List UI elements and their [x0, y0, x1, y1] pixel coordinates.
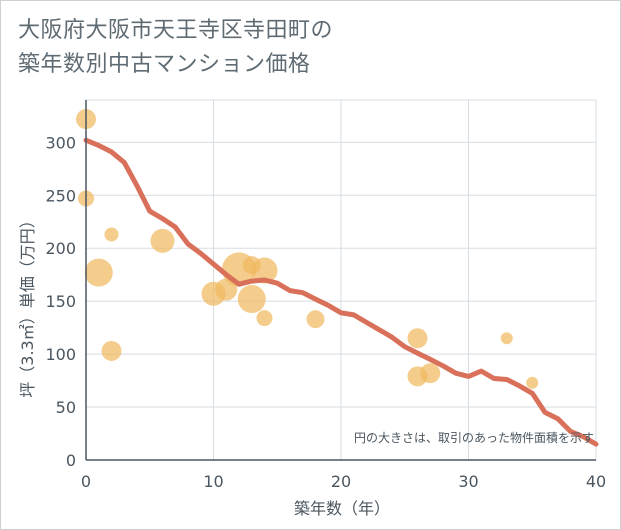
data-bubble [251, 257, 278, 284]
data-bubble [237, 285, 266, 314]
data-bubble [101, 340, 122, 361]
data-bubble [407, 328, 428, 349]
data-bubble [256, 310, 273, 327]
y-tick-label: 250 [45, 186, 76, 205]
average-price-line [83, 137, 599, 447]
data-bubble [84, 258, 113, 287]
data-bubble [420, 363, 441, 384]
y-tick-label: 50 [56, 398, 76, 417]
x-tick-label: 0 [81, 472, 91, 491]
grid-lines [86, 99, 597, 460]
y-axis-label: 坪（3.3㎡）単価（万円） [18, 212, 37, 397]
y-tick-label: 100 [45, 345, 76, 364]
average-line-series [83, 137, 599, 447]
bubble-series [76, 109, 539, 389]
x-tick-label: 30 [458, 472, 478, 491]
chart-title-line-1: 大阪府大阪市天王寺区寺田町の [18, 18, 334, 43]
y-tick-label: 300 [45, 133, 76, 152]
y-tick-label: 150 [45, 292, 76, 311]
x-tick-label: 10 [203, 472, 223, 491]
chart-title: 大阪府大阪市天王寺区寺田町の 築年数別中古マンション価格 [18, 14, 578, 82]
data-bubble [526, 376, 539, 389]
chart-title-line-2: 築年数別中古マンション価格 [18, 52, 311, 77]
data-bubble [150, 228, 175, 253]
x-tick-label: 20 [331, 472, 351, 491]
y-tick-label: 200 [45, 239, 76, 258]
data-bubble [500, 332, 513, 345]
x-axis-label: 築年数（年） [294, 499, 390, 518]
x-tick-label: 40 [586, 472, 606, 491]
data-bubble [306, 310, 325, 329]
y-tick-label: 0 [66, 451, 76, 470]
size-note: 円の大きさは、取引のあった物件面積を示す [354, 430, 594, 445]
axes: 0 50 100 150 200 250 300 0 10 20 30 40 [45, 100, 606, 491]
data-bubble [104, 227, 119, 242]
